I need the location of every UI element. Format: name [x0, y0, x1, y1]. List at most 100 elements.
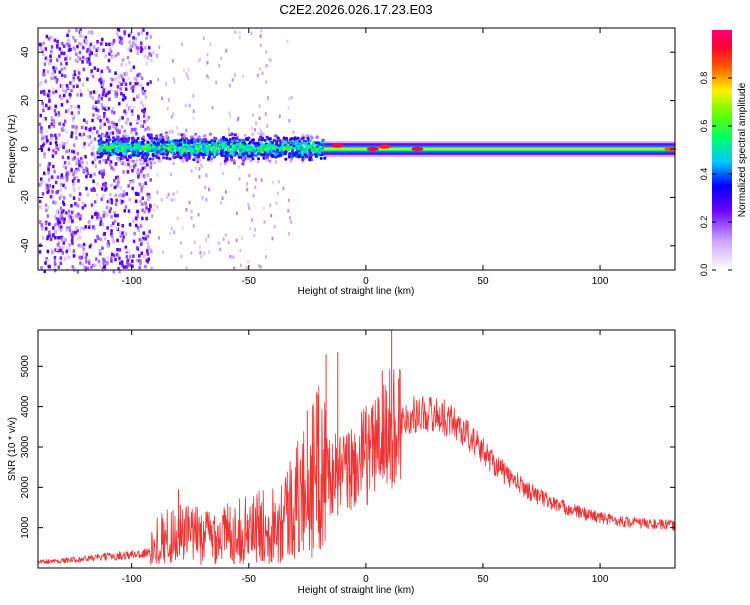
spectrogram-cell: [60, 216, 64, 221]
spectrogram-cell: [118, 40, 122, 44]
spectrogram-cell: [76, 215, 80, 219]
spectrogram-cell: [136, 214, 139, 218]
spectrogram-cell: [105, 205, 109, 210]
spectrogram-cell: [252, 141, 256, 145]
spectrogram-cell: [45, 129, 48, 134]
spectrogram-cell: [162, 250, 165, 255]
spectrogram-cell: [133, 231, 136, 236]
spectrogram-cell: [266, 154, 270, 158]
spectrogram-cell: [90, 265, 93, 269]
spectrogram-cell: [106, 260, 109, 265]
spectrogram-cell: [90, 188, 93, 192]
spectrogram-y-tick-label: 40: [20, 46, 31, 58]
spectrogram-cell: [102, 79, 105, 83]
spectrogram-cell: [137, 46, 140, 50]
spectrogram-cell: [144, 234, 148, 238]
spectrogram-cell: [125, 158, 129, 162]
spectrogram-cell: [146, 249, 149, 253]
spectrogram-cell: [48, 230, 51, 235]
spectrogram-cell: [124, 111, 128, 115]
spectrogram-cell: [132, 164, 136, 169]
spectrogram-cell: [71, 241, 74, 245]
spectrogram-cell: [46, 93, 50, 98]
spectrogram-cell: [95, 257, 98, 261]
spectrogram-cell: [39, 163, 42, 167]
spectrogram-cell: [61, 88, 65, 93]
spectrogram-cell: [208, 250, 211, 254]
spectrogram-cell: [114, 219, 117, 223]
spectrogram-cell: [59, 84, 63, 88]
spectrogram-cell: [146, 234, 150, 239]
spectrogram-cell: [158, 236, 160, 240]
spectrogram-cell: [80, 164, 84, 169]
spectrogram-cell: [237, 155, 241, 159]
spectrogram-cell: [82, 247, 85, 251]
spectrogram-cell: [70, 131, 74, 135]
spectrogram-cell: [241, 236, 244, 240]
spectrogram-cell: [38, 199, 42, 204]
spectrogram-cell: [82, 226, 85, 231]
spectrogram-cell: [155, 134, 159, 138]
spectrogram-cell: [60, 210, 64, 214]
spectrogram-cell: [207, 234, 210, 238]
spectrogram-cell: [88, 244, 92, 249]
spectrogram-cell: [54, 248, 57, 252]
spectrogram-cell: [202, 148, 206, 152]
spectrogram-cell: [103, 145, 107, 149]
spectrogram-cell: [125, 72, 128, 76]
spectrogram-cell: [93, 226, 96, 231]
spectrogram-cell: [58, 226, 61, 230]
spectrogram-cell: [204, 185, 207, 190]
spectrogram-cell: [85, 174, 88, 179]
spectrogram-cell: [111, 77, 114, 82]
spectrogram-cell: [94, 106, 97, 110]
spectrogram-x-tick-label: -100: [122, 276, 142, 287]
spectrogram-cell: [48, 264, 51, 269]
spectrogram-cell: [140, 47, 144, 52]
spectrogram-cell: [110, 110, 114, 114]
spectrogram-cell: [260, 178, 263, 182]
spectrogram-cell: [265, 50, 268, 54]
spectrogram-cell: [296, 144, 299, 148]
spectrogram-cell: [89, 49, 92, 54]
spectrogram-cell: [260, 153, 264, 157]
spectrogram-cell: [72, 78, 75, 83]
spectrogram-cell: [72, 84, 75, 89]
spectrogram-cell: [121, 231, 124, 235]
spectrogram-cell: [202, 134, 206, 138]
spectrogram-cell: [98, 160, 101, 164]
spectrogram-cell: [64, 74, 67, 78]
spectrogram-cell: [46, 138, 49, 143]
spectrogram-cell: [145, 56, 149, 60]
spectrogram-cell: [129, 44, 133, 49]
spectrogram-cell: [74, 169, 78, 174]
spectrogram-cell: [47, 171, 50, 175]
spectrogram-cell: [62, 183, 65, 188]
spectrogram-cell: [247, 203, 250, 207]
spectrogram-cell: [101, 83, 105, 87]
spectrogram-cell: [93, 53, 96, 57]
spectrogram-cell: [49, 195, 53, 199]
spectrogram-cell: [174, 141, 178, 144]
spectrogram-cell: [70, 232, 73, 237]
spectrogram-cell: [91, 118, 94, 123]
spectrogram-cell: [165, 153, 169, 157]
spectrogram-cell: [88, 62, 92, 66]
spectrogram-cell: [265, 158, 269, 162]
spectrogram-cell: [192, 135, 195, 139]
spectrogram-cell: [259, 265, 262, 269]
spectrogram-cell: [42, 141, 46, 146]
spectrogram-cell: [124, 155, 128, 159]
spectrogram-cell: [260, 131, 263, 136]
spectrogram-cell: [126, 149, 130, 153]
spectrogram-cell: [117, 266, 120, 271]
spectrogram-cell: [96, 113, 99, 118]
spectrogram-cell: [190, 138, 194, 142]
spectrogram-cell: [102, 158, 106, 162]
spectrogram-x-tick-label: 0: [363, 276, 369, 287]
spectrogram-cell: [148, 144, 151, 148]
spectrogram-cell: [41, 101, 44, 105]
spectrogram-cell: [287, 198, 290, 203]
spectrogram-x-axis: -100 -50 0 50 100: [122, 28, 609, 287]
spectrogram-cell: [122, 170, 125, 174]
